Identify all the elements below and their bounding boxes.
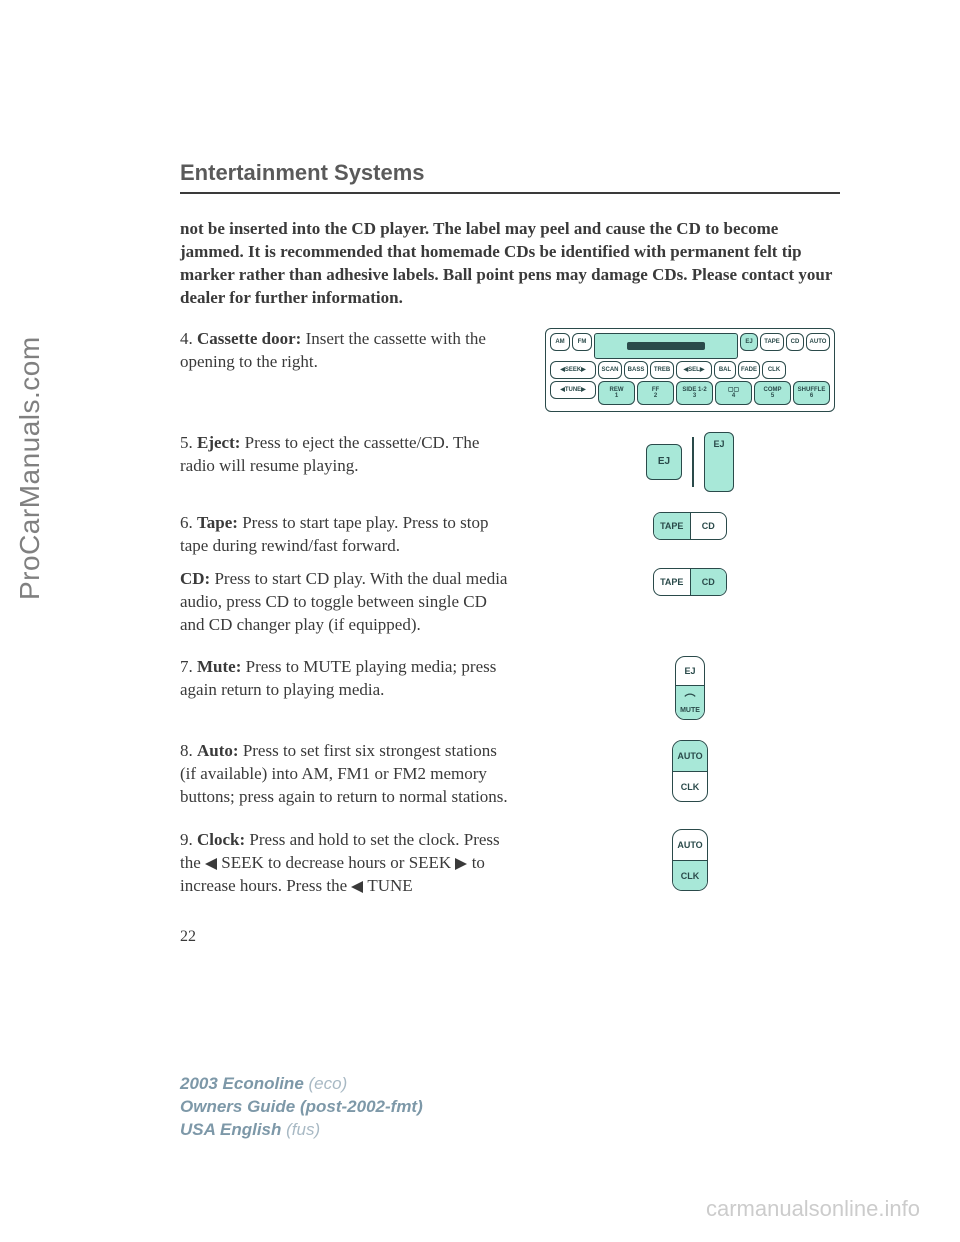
label: Tape: — [197, 513, 242, 532]
ej-cell: EJ — [676, 657, 704, 686]
clk-cell-2: CLK — [673, 861, 707, 891]
num: 9. — [180, 830, 197, 849]
sel-btn: ◀ SEL ▶ — [676, 361, 712, 379]
side-watermark: ProCarManuals.com — [14, 336, 46, 600]
item-cd-text: CD: Press to start CD play. With the dua… — [180, 568, 510, 637]
item-7: 7. Mute: Press to MUTE playing media; pr… — [180, 656, 840, 720]
clock-icon: AUTO CLK — [510, 829, 840, 891]
cassette-slot — [594, 333, 738, 359]
fm-btn: FM — [572, 333, 592, 351]
item-cd: CD: Press to start CD play. With the dua… — [180, 568, 840, 637]
auto-btn: AUTO — [806, 333, 830, 351]
radio-unit-icon: AM FM EJ TAPE CD AUTO ◀ SEEK ▶ SCAN BASS… — [510, 328, 840, 412]
auto-cell: AUTO — [673, 741, 707, 772]
footer-l2: Owners Guide (post-2002-fmt) — [180, 1096, 423, 1119]
body: Press to start CD play. With the dual me… — [180, 569, 507, 634]
seek-btn: ◀ SEEK ▶ — [550, 361, 596, 379]
ej-square-icon: EJ — [646, 444, 682, 480]
auto-cell-2: AUTO — [673, 830, 707, 861]
footer-l3a: USA English — [180, 1120, 286, 1139]
cd-btn: CD — [786, 333, 804, 351]
arrow-left-icon-2 — [351, 881, 363, 893]
label: Clock: — [197, 830, 249, 849]
preset-6: SHUFFLE6 — [793, 381, 830, 405]
preset-3: SIDE 1-23 — [676, 381, 713, 405]
tune-btn: ◀ TUNE ▶ — [550, 381, 596, 399]
tape-btn: TAPE — [760, 333, 784, 351]
label: Mute: — [197, 657, 246, 676]
item-4-text: 4. Cassette door: Insert the cassette wi… — [180, 328, 510, 374]
preset-4: ▢▢4 — [715, 381, 752, 405]
header: Entertainment Systems — [180, 160, 840, 194]
t2: SEEK to decrease hours or SEEK — [217, 853, 455, 872]
num: 7. — [180, 657, 197, 676]
item-9: 9. Clock: Press and hold to set the cloc… — [180, 829, 840, 898]
ej-tall-icon: EJ — [704, 432, 734, 492]
num: 5. — [180, 433, 197, 452]
scan-btn: SCAN — [598, 361, 622, 379]
divider-icon — [692, 437, 694, 487]
num: 8. — [180, 741, 197, 760]
footer-l3b: (fus) — [286, 1120, 320, 1139]
item-7-text: 7. Mute: Press to MUTE playing media; pr… — [180, 656, 510, 702]
tape-cd-pill: TAPE CD — [653, 512, 727, 540]
arrow-right-icon — [455, 858, 467, 870]
page-number: 22 — [180, 928, 840, 946]
cd-icon: TAPE CD — [510, 568, 840, 596]
label: Eject: — [197, 433, 245, 452]
cd-cell-2: CD — [691, 569, 727, 595]
ej-mute-pill: EJ ⌒MUTE — [675, 656, 705, 720]
tape-cell-2: TAPE — [654, 569, 691, 595]
label: Cassette door: — [197, 329, 306, 348]
footer: 2003 Econoline (eco) Owners Guide (post-… — [180, 1073, 423, 1142]
item-8: 8. Auto: Press to set first six stronges… — [180, 740, 840, 809]
item-5-text: 5. Eject: Press to eject the cassette/CD… — [180, 432, 510, 478]
tape-icon: TAPE CD — [510, 512, 840, 540]
preset-2: FF2 — [637, 381, 674, 405]
auto-icon: AUTO CLK — [510, 740, 840, 802]
am-btn: AM — [550, 333, 570, 351]
fade-btn: FADE — [738, 361, 760, 379]
footer-l1a: 2003 Econoline — [180, 1074, 309, 1093]
eject-icon: EJ EJ — [510, 432, 840, 492]
preset-1: REW1 — [598, 381, 635, 405]
item-8-text: 8. Auto: Press to set first six stronges… — [180, 740, 510, 809]
item-9-text: 9. Clock: Press and hold to set the cloc… — [180, 829, 510, 898]
mute-icon: EJ ⌒MUTE — [510, 656, 840, 720]
ej-btn: EJ — [740, 333, 758, 351]
label: Auto: — [197, 741, 243, 760]
arrow-left-icon — [205, 858, 217, 870]
treb-btn: TREB — [650, 361, 674, 379]
clk-btn: CLK — [762, 361, 786, 379]
item-5: 5. Eject: Press to eject the cassette/CD… — [180, 432, 840, 492]
item-6-text: 6. Tape: Press to start tape play. Press… — [180, 512, 510, 558]
item-4: 4. Cassette door: Insert the cassette wi… — [180, 328, 840, 412]
auto-clk-pill-2: AUTO CLK — [672, 829, 708, 891]
t4: TUNE — [363, 876, 412, 895]
page-title: Entertainment Systems — [180, 160, 840, 194]
footer-l1b: (eco) — [309, 1074, 348, 1093]
bal-btn: BAL — [714, 361, 736, 379]
tape-cd-pill-2: TAPE CD — [653, 568, 727, 596]
clk-cell: CLK — [673, 772, 707, 802]
bass-btn: BASS — [624, 361, 648, 379]
label: CD: — [180, 569, 214, 588]
radio-unit: AM FM EJ TAPE CD AUTO ◀ SEEK ▶ SCAN BASS… — [545, 328, 835, 412]
num: 6. — [180, 513, 197, 532]
num: 4. — [180, 329, 197, 348]
item-6: 6. Tape: Press to start tape play. Press… — [180, 512, 840, 558]
auto-clk-pill: AUTO CLK — [672, 740, 708, 802]
warning-text: not be inserted into the CD player. The … — [180, 218, 840, 310]
cd-cell: CD — [691, 513, 727, 539]
mute-cell: ⌒MUTE — [676, 686, 704, 719]
tape-cell: TAPE — [654, 513, 691, 539]
preset-5: COMP5 — [754, 381, 791, 405]
bottom-watermark: carmanualsonline.info — [706, 1196, 920, 1222]
